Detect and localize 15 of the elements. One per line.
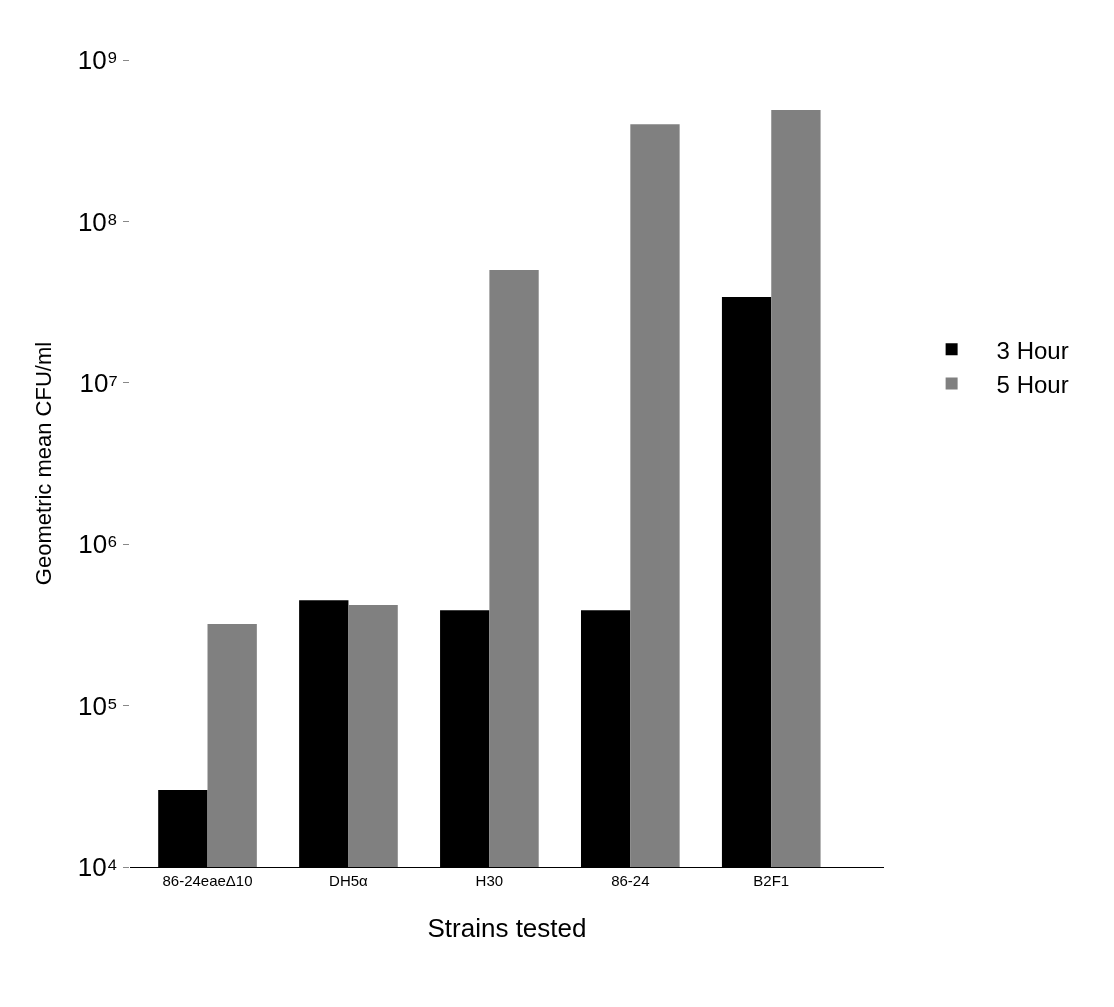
legend-label: 3 Hour: [996, 336, 1069, 364]
x-tick-label: B2F1: [753, 872, 790, 889]
y-tick-label: 10⁷: [79, 367, 118, 398]
y-tick-label: 10⁶: [78, 529, 118, 560]
y-tick-label: 10⁵: [78, 690, 118, 721]
x-axis-title: Strains tested: [427, 912, 587, 943]
y-axis-title: Geometric mean CFU/ml: [30, 341, 56, 586]
x-tick-label: H30: [475, 872, 504, 889]
x-tick-label: 86-24eaeΔ10: [162, 872, 253, 889]
x-tick-label: DH5α: [329, 872, 369, 889]
legend-label: 5 Hour: [996, 370, 1069, 398]
y-tick-label: 10⁹: [77, 45, 118, 76]
y-tick-label: 10⁸: [77, 206, 118, 237]
y-tick-label: 10⁴: [77, 852, 118, 883]
x-tick-label: 86-24: [611, 872, 650, 889]
